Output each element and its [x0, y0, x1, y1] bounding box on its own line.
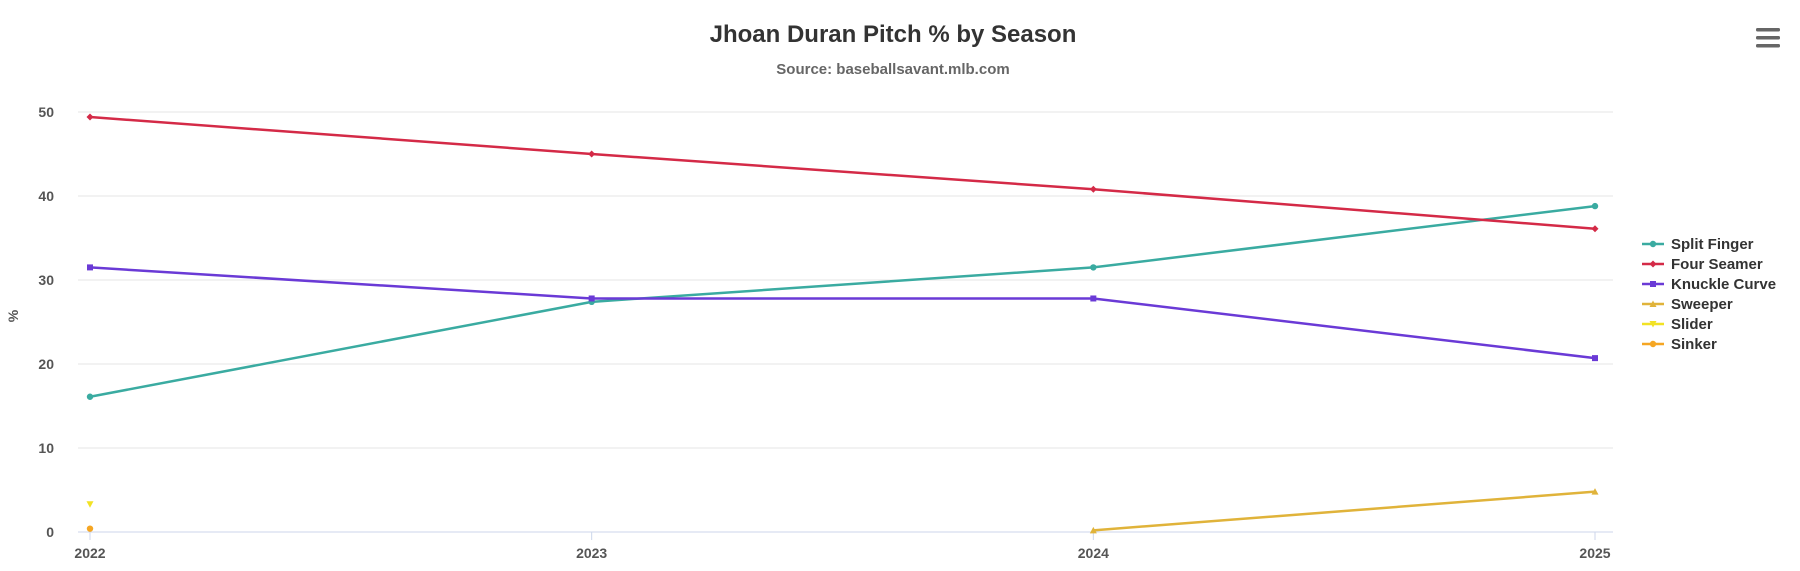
series-line: [1093, 490, 1596, 532]
legend-item[interactable]: Four Seamer: [1642, 256, 1763, 273]
data-point[interactable]: [86, 501, 94, 508]
chart-title: Jhoan Duran Pitch % by Season: [710, 21, 1077, 48]
legend-label: Sinker: [1671, 336, 1717, 353]
legend-item[interactable]: Slider: [1642, 316, 1713, 333]
series-slider: [86, 501, 94, 508]
legend-marker[interactable]: [1649, 240, 1657, 248]
data-point[interactable]: [87, 264, 93, 271]
legend-label: Slider: [1671, 316, 1713, 333]
series-split-finger: [86, 202, 1599, 400]
series-line: [89, 266, 1596, 360]
legend-item[interactable]: Sinker: [1642, 336, 1717, 353]
legend-marker[interactable]: [1649, 321, 1657, 328]
grid-lines: [78, 111, 1613, 533]
legend-item[interactable]: Knuckle Curve: [1642, 276, 1776, 293]
series-knuckle-curve: [87, 264, 1598, 362]
data-point[interactable]: [588, 150, 596, 158]
y-tick-label: 10: [38, 440, 54, 456]
y-tick-label: 40: [38, 188, 54, 204]
chart-menu-button[interactable]: [1752, 20, 1788, 56]
series-sweeper: [1089, 488, 1599, 534]
y-axis-ticks: 0 10 20 30 40 50: [38, 104, 54, 540]
x-tick-label: 2025: [1579, 545, 1610, 561]
legend-label: Sweeper: [1671, 296, 1733, 313]
legend-label: Four Seamer: [1671, 256, 1763, 273]
y-axis-label: %: [5, 309, 21, 322]
series-sinker: [86, 525, 94, 532]
data-point[interactable]: [1089, 185, 1097, 193]
y-tick-label: 20: [38, 356, 54, 372]
data-point[interactable]: [1592, 355, 1598, 362]
y-tick-label: 50: [38, 104, 54, 120]
data-point[interactable]: [86, 113, 94, 121]
series-line: [89, 115, 1596, 231]
legend-item[interactable]: Sweeper: [1642, 296, 1733, 313]
plot-series: [86, 113, 1599, 534]
data-point[interactable]: [588, 295, 595, 302]
x-tick-label: 2022: [74, 545, 105, 561]
x-axis-ticks: 2022 2023 2024 2025: [74, 532, 1611, 561]
data-point[interactable]: [1591, 225, 1599, 233]
legend: Split Finger Four Seamer Knuckle Curve Swee…: [1642, 236, 1776, 353]
x-tick-label: 2024: [1078, 545, 1109, 561]
legend-marker[interactable]: [1650, 281, 1656, 287]
series-line: [89, 204, 1596, 398]
data-point[interactable]: [1090, 264, 1097, 271]
data-point[interactable]: [1089, 526, 1097, 534]
legend-item[interactable]: Split Finger: [1642, 236, 1754, 253]
y-tick-label: 0: [46, 524, 54, 540]
legend-label: Split Finger: [1671, 236, 1754, 253]
legend-marker[interactable]: [1649, 340, 1657, 348]
hamburger-menu-icon: [1756, 28, 1780, 48]
legend-marker[interactable]: [1649, 300, 1657, 308]
x-tick-label: 2023: [576, 545, 607, 561]
data-point[interactable]: [1591, 202, 1599, 210]
legend-marker[interactable]: [1649, 260, 1657, 268]
chart-subtitle: Source: baseballsavant.mlb.com: [776, 61, 1009, 78]
data-point[interactable]: [86, 393, 94, 400]
data-point[interactable]: [1090, 295, 1097, 302]
y-tick-label: 30: [38, 272, 54, 288]
data-point[interactable]: [86, 525, 94, 532]
data-point[interactable]: [1591, 488, 1599, 495]
series-four-seamer: [86, 113, 1599, 233]
legend-label: Knuckle Curve: [1671, 276, 1776, 293]
